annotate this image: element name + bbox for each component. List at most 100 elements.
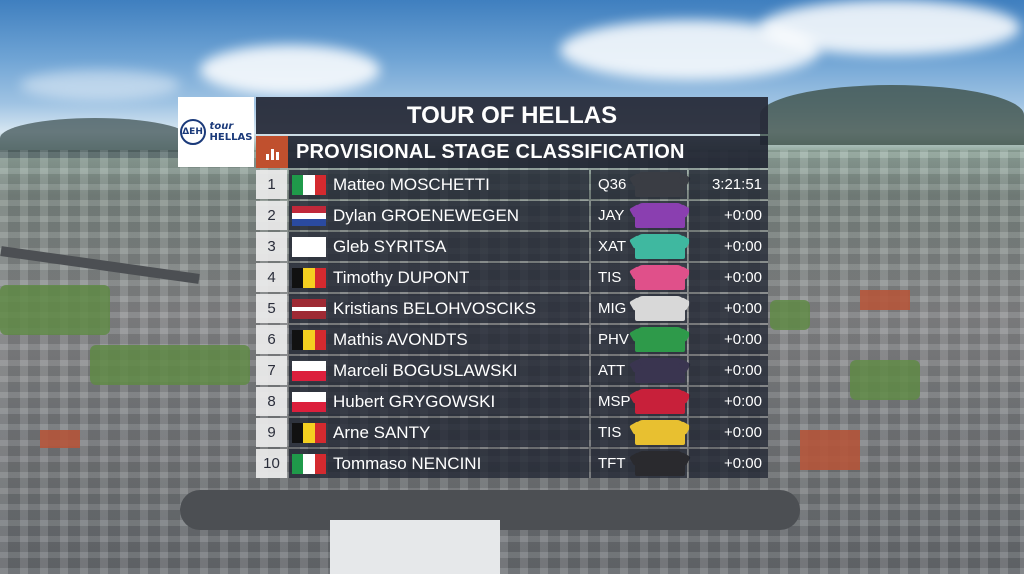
team-jersey-icon (635, 203, 685, 228)
cloud (20, 70, 180, 100)
team-cell: PHV (591, 325, 687, 354)
rider-name: Marceli BOGUSLAWSKI (333, 361, 518, 380)
team-code: PHV (598, 331, 629, 348)
team-code: Q36 (598, 176, 627, 193)
time-cell: +0:00 (689, 263, 768, 292)
cloud (760, 0, 1020, 55)
time-cell: +0:00 (689, 232, 768, 261)
time-cell: +0:00 (689, 356, 768, 385)
team-jersey-icon (635, 451, 685, 476)
time-cell: +0:00 (689, 387, 768, 416)
team-code: TFT (598, 455, 626, 472)
park-area (850, 360, 920, 400)
time-cell: +0:00 (689, 201, 768, 230)
time-cell: +0:00 (689, 294, 768, 323)
rider-name: Arne SANTY (333, 423, 431, 442)
table-row: 3 Gleb SYRITSA XAT +0:00 (256, 232, 768, 263)
team-cell: ATT (591, 356, 687, 385)
team-jersey-icon (635, 265, 685, 290)
poland-flag-icon (292, 392, 326, 412)
race-title: TOUR OF HELLAS (256, 97, 768, 134)
sponsor-logo: ΔΕΗ tour HELLAS (178, 97, 254, 167)
position-cell: 10 (256, 449, 287, 478)
rider-name: Mathis AVONDTS (333, 330, 468, 349)
classification-table: 1 Matteo MOSCHETTI Q36 3:21:51 2 Dylan G… (256, 170, 768, 480)
belgium-flag-icon (292, 423, 326, 443)
time-cell: +0:00 (689, 418, 768, 447)
rider-cell: Timothy DUPONT (289, 263, 589, 292)
rider-cell: Mathis AVONDTS (289, 325, 589, 354)
rider-name: Timothy DUPONT (333, 268, 470, 287)
team-jersey-icon (635, 296, 685, 321)
rider-cell: Matteo MOSCHETTI (289, 170, 589, 199)
rider-name: Hubert GRYGOWSKI (333, 392, 496, 411)
team-cell: TFT (591, 449, 687, 478)
rider-name: Kristians BELOHVOSCIKS (333, 299, 537, 318)
position-cell: 9 (256, 418, 287, 447)
rider-name: Matteo MOSCHETTI (333, 175, 490, 194)
rider-cell: Tommaso NENCINI (289, 449, 589, 478)
italy-flag-icon (292, 454, 326, 474)
rider-cell: Kristians BELOHVOSCIKS (289, 294, 589, 323)
italy-flag-icon (292, 175, 326, 195)
team-code: TIS (598, 424, 622, 441)
table-row: 9 Arne SANTY TIS +0:00 (256, 418, 768, 449)
mountains (0, 118, 190, 158)
logo-wordmark: tour HELLAS (210, 121, 253, 143)
team-jersey-icon (635, 389, 685, 414)
position-cell: 7 (256, 356, 287, 385)
team-cell: MSP (591, 387, 687, 416)
team-jersey-icon (635, 358, 685, 383)
team-code: ATT (598, 362, 626, 379)
netherlands-flag-icon (292, 206, 326, 227)
belgium-flag-icon (292, 330, 326, 350)
rider-cell: Arne SANTY (289, 418, 589, 447)
rooftop (800, 430, 860, 470)
team-code: XAT (598, 238, 627, 255)
table-row: 8 Hubert GRYGOWSKI MSP +0:00 (256, 387, 768, 418)
position-cell: 8 (256, 387, 287, 416)
team-code: JAY (598, 207, 625, 224)
poland-flag-icon (292, 361, 326, 381)
white-flag-icon (292, 237, 326, 257)
time-cell: +0:00 (689, 325, 768, 354)
rider-name: Dylan GROENEWEGEN (333, 206, 520, 225)
team-jersey-icon (635, 327, 685, 352)
rooftop (40, 430, 80, 448)
rider-cell: Gleb SYRITSA (289, 232, 589, 261)
table-row: 7 Marceli BOGUSLAWSKI ATT +0:00 (256, 356, 768, 387)
building-roof (330, 520, 500, 574)
position-cell: 5 (256, 294, 287, 323)
team-jersey-icon (635, 172, 685, 197)
position-cell: 2 (256, 201, 287, 230)
team-cell: TIS (591, 418, 687, 447)
table-row: 5 Kristians BELOHVOSCIKS MIG +0:00 (256, 294, 768, 325)
classification-header: PROVISIONAL STAGE CLASSIFICATION (256, 136, 768, 168)
position-cell: 1 (256, 170, 287, 199)
team-jersey-icon (635, 420, 685, 445)
logo-mark: ΔΕΗ (179, 119, 206, 145)
belgium-flag-icon (292, 268, 326, 288)
rider-name: Gleb SYRITSA (333, 237, 447, 256)
rider-name: Tommaso NENCINI (333, 454, 482, 473)
team-cell: TIS (591, 263, 687, 292)
position-cell: 6 (256, 325, 287, 354)
time-cell: 3:21:51 (689, 170, 768, 199)
team-cell: MIG (591, 294, 687, 323)
position-cell: 4 (256, 263, 287, 292)
classification-title: PROVISIONAL STAGE CLASSIFICATION (296, 141, 685, 163)
team-jersey-icon (635, 234, 685, 259)
table-row: 4 Timothy DUPONT TIS +0:00 (256, 263, 768, 294)
park-area (770, 300, 810, 330)
cloud (200, 45, 380, 95)
park-area (90, 345, 250, 385)
team-code: MIG (598, 300, 627, 317)
team-cell: Q36 (591, 170, 687, 199)
table-row: 1 Matteo MOSCHETTI Q36 3:21:51 (256, 170, 768, 201)
rider-cell: Hubert GRYGOWSKI (289, 387, 589, 416)
team-cell: JAY (591, 201, 687, 230)
latvia-flag-icon (292, 299, 326, 319)
rider-cell: Marceli BOGUSLAWSKI (289, 356, 589, 385)
logo-text: HELLAS (209, 132, 253, 143)
